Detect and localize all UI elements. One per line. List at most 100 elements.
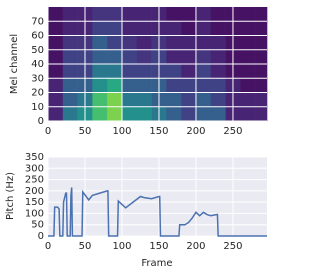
y-tick-label: 150 xyxy=(25,197,44,208)
x-tick-label: 50 xyxy=(79,241,92,252)
heatmap-cell xyxy=(210,92,226,108)
y-tick-label: 20 xyxy=(31,88,44,99)
heatmap-cell xyxy=(48,49,64,65)
heatmap-cell xyxy=(240,49,256,65)
heatmap-cell xyxy=(210,35,226,51)
heatmap-cell xyxy=(195,106,212,122)
heatmap-cell xyxy=(92,21,108,36)
heatmap-cell xyxy=(107,78,123,93)
x-tick-label: 150 xyxy=(149,126,168,137)
x-tick-label: 100 xyxy=(112,241,131,252)
heatmap-cell xyxy=(166,64,182,79)
figure: Mel channel Pitch (Hz) Frame 0 50 100 150 20… xyxy=(5,7,268,269)
heatmap-cell xyxy=(92,35,108,51)
heatmap-cell xyxy=(195,49,212,65)
heatmap-cell xyxy=(62,92,78,108)
heatmap-cell xyxy=(240,35,256,51)
heatmap-cell xyxy=(166,78,182,93)
heatmap-cell xyxy=(121,49,138,65)
heatmap-cell xyxy=(240,64,256,79)
heatmap-cell xyxy=(48,92,64,108)
y-tick-label: 0 xyxy=(38,116,44,127)
heatmap-cell xyxy=(136,78,152,93)
heatmap-cell xyxy=(62,21,78,36)
heatmap-cell xyxy=(92,49,108,65)
heatmap-cell xyxy=(195,92,212,108)
y-axis-label: Mel channel xyxy=(9,34,20,94)
heatmap-cell xyxy=(181,92,197,108)
y-tick-label: 50 xyxy=(31,220,44,231)
heatmap-cell xyxy=(62,78,78,93)
y-tick-label: 100 xyxy=(25,208,44,219)
heatmap-cell xyxy=(210,49,226,65)
heatmap-cell xyxy=(136,49,152,65)
heatmap-cell xyxy=(107,92,123,108)
heatmap-cell xyxy=(92,78,108,93)
heatmap-cell xyxy=(255,7,268,22)
heatmap-cell xyxy=(107,35,123,51)
heatmap-cell xyxy=(181,35,197,51)
y-tick-label: 50 xyxy=(31,45,44,56)
heatmap-cell xyxy=(48,106,64,122)
y-axis-label: Pitch (Hz) xyxy=(5,172,16,220)
x-tick-label: 50 xyxy=(79,126,92,137)
heatmap-cell xyxy=(48,35,64,51)
heatmap-cell xyxy=(166,49,182,65)
heatmap-cell xyxy=(136,106,152,122)
heatmap-cell xyxy=(62,106,78,122)
y-tick-label: 60 xyxy=(31,31,44,42)
heatmap-cell xyxy=(121,106,138,122)
heatmap-cell xyxy=(255,49,268,65)
heatmap-cell xyxy=(166,35,182,51)
x-tick-label: 0 xyxy=(45,241,51,252)
y-tick-label: 10 xyxy=(31,102,44,113)
y-tick-label: 200 xyxy=(25,186,44,197)
y-tick-label: 0 xyxy=(38,231,44,242)
heatmap-cell xyxy=(121,21,138,36)
heatmap-cell xyxy=(166,7,182,22)
heatmap-cell xyxy=(136,64,152,79)
heatmap-cell xyxy=(240,92,256,108)
heatmap-cell xyxy=(255,106,268,122)
heatmap-cell xyxy=(62,49,78,65)
heatmap-cell xyxy=(195,35,212,51)
heatmap-cell xyxy=(195,78,212,93)
heatmap-cell xyxy=(195,21,212,36)
heatmap-cell xyxy=(62,64,78,79)
heatmap-cell xyxy=(92,64,108,79)
heatmap-cell xyxy=(181,21,197,36)
heatmap-cell xyxy=(166,106,182,122)
heatmap-cell xyxy=(62,7,78,22)
heatmap-cell xyxy=(107,7,123,22)
heatmap-cell xyxy=(195,7,212,22)
heatmap-cell xyxy=(136,92,152,108)
x-tick-label: 0 xyxy=(45,126,51,137)
heatmap-cell xyxy=(181,106,197,122)
x-tick-label: 200 xyxy=(186,241,205,252)
heatmap-cell xyxy=(210,64,226,79)
heatmap-cell xyxy=(181,49,197,65)
x-tick-label: 250 xyxy=(223,126,242,137)
heatmap-cell xyxy=(107,64,123,79)
x-tick-label: 200 xyxy=(186,126,205,137)
heatmap-cell xyxy=(107,21,123,36)
x-tick-label: 150 xyxy=(149,241,168,252)
heatmap-cell xyxy=(107,49,123,65)
y-tick-label: 40 xyxy=(31,59,44,70)
line xyxy=(48,187,267,237)
x-axis-label: Frame xyxy=(141,258,172,269)
heatmap-cell xyxy=(121,78,138,93)
heatmap-cell xyxy=(255,35,268,51)
heatmap-cell xyxy=(48,21,64,36)
heatmap-cell xyxy=(195,64,212,79)
heatmap-cell xyxy=(255,78,268,93)
heatmap-cell xyxy=(255,64,268,79)
heatmap-cell xyxy=(166,21,182,36)
heatmap-cell xyxy=(121,64,138,79)
heatmap-cell xyxy=(92,106,108,122)
heatmap-cell xyxy=(107,106,123,122)
x-tick-label: 250 xyxy=(223,241,242,252)
heatmap-cell xyxy=(210,21,226,36)
heatmap-cell xyxy=(92,7,108,22)
heatmap-cell xyxy=(255,92,268,108)
